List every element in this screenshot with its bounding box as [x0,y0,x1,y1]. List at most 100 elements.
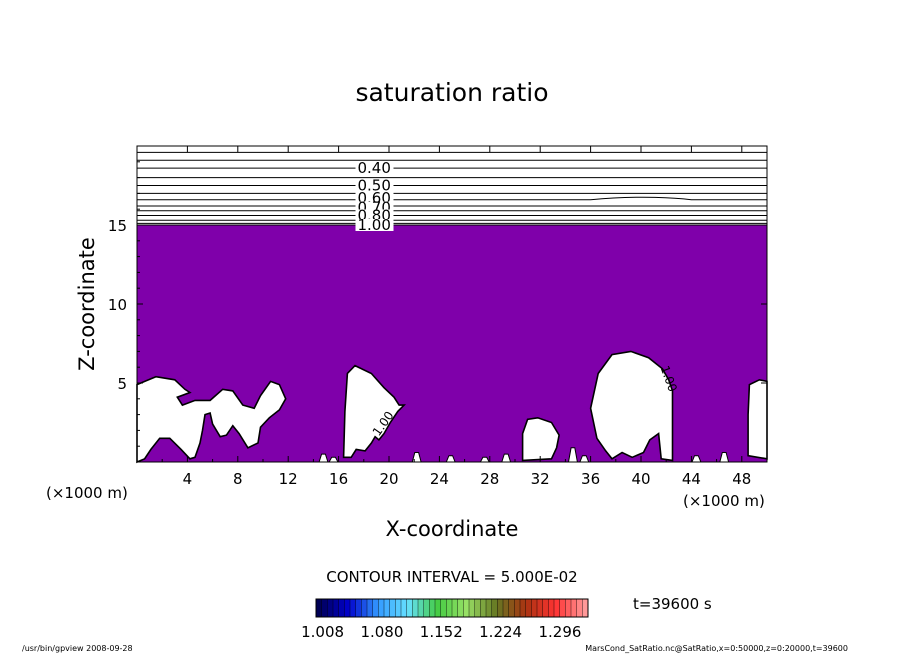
colorbar-tick-labels: 1.008 1.080 1.152 1.224 1.296 [301,623,581,641]
colorbar-cell [469,599,476,617]
colorbar-cell [406,599,413,617]
y-axis-ticks: 5 10 15 [108,161,767,447]
shaded-supersaturation [136,225,768,464]
footer-left: /usr/bin/gpview 2008-09-28 [22,644,133,653]
colorbar-cell [474,599,481,617]
clear-region-bump-left [136,375,287,464]
contour-lines [137,151,767,226]
x-tick-label: 4 [183,470,193,488]
y-tick-label: 10 [108,296,127,314]
colorbar-cell [480,599,487,617]
contour-labels: 0.400.500.600.700.801.001.001.00 [355,159,680,439]
colorbar-cell [559,599,566,617]
x-tick-label: 48 [732,470,751,488]
colorbar-tick-label: 1.296 [538,623,581,641]
colorbar-tick-label: 1.008 [301,623,344,641]
contour-label-bg [355,192,394,205]
colorbar-cell [440,599,447,617]
colorbar-cell [514,599,521,617]
colorbar-cell [508,599,515,617]
y-tick-label: 5 [117,375,127,393]
contour-label: 0.40 [358,159,391,177]
colorbar-cell [361,599,368,617]
clear-region-tower-17 [342,364,407,459]
colorbar-cell [497,599,504,617]
plot-area: 0.400.500.600.700.801.001.001.00 [136,145,768,464]
colorbar-tick-label: 1.224 [479,623,522,641]
colorbar-cell [491,599,498,617]
x-axis-label: X-coordinate [386,517,519,541]
colorbar-cell [429,599,436,617]
colorbar-cell [327,599,334,617]
colorbar-tick-label: 1.152 [420,623,463,641]
y-tick-label: 15 [108,217,127,235]
contour-label-bg [355,162,394,175]
time-label: t=39600 s [633,595,712,613]
colorbar-cell [412,599,419,617]
x-tick-label: 36 [581,470,600,488]
y-unit-label: (×1000 m) [46,484,128,502]
colorbar-cell [452,599,459,617]
colorbar-cell [423,599,430,617]
contour-interval-label: CONTOUR INTERVAL = 5.000E-02 [326,568,577,586]
colorbar-cell [554,599,561,617]
colorbar-cell [367,599,374,617]
x-tick-label: 24 [430,470,449,488]
colorbar-cell [446,599,453,617]
contour-line [137,196,767,201]
contour-label: 1.00 [358,216,391,234]
x-unit-label: (×1000 m) [683,492,765,510]
x-tick-label: 16 [329,470,348,488]
y-axis-label: Z-coordinate [75,237,99,371]
x-tick-label: 32 [531,470,550,488]
x-tick-label: 40 [631,470,650,488]
clear-region-edge-48 [747,378,768,460]
contour-label-bg [355,209,394,222]
colorbar-cell [384,599,391,617]
colorbar-cell [401,599,408,617]
clear-region-dome-40 [589,350,674,462]
colorbar-cell [372,599,379,617]
colorbar-cell [344,599,351,617]
x-tick-label: 28 [480,470,499,488]
colorbar-cell [463,599,470,617]
colorbar-cell [542,599,549,617]
colorbar-cell [565,599,572,617]
colorbar-cell [503,599,510,617]
colorbar-cell [571,599,578,617]
contour-label: 0.50 [358,177,391,195]
colorbar-cell [333,599,340,617]
colorbar-cell [548,599,555,617]
footer-right: MarsCond_SatRatio.nc@SatRatio,x=0:50000,… [585,644,848,653]
x-tick-label: 44 [682,470,701,488]
contour-label-bg [355,179,394,192]
colorbar-cell [435,599,442,617]
contour-label-bg [355,219,394,231]
colorbar-cell [582,599,589,617]
x-tick-label: 12 [279,470,298,488]
x-tick-label: 8 [233,470,243,488]
colorbar-cell [525,599,532,617]
colorbar-cell [520,599,527,617]
colorbar-cell [389,599,396,617]
colorbar-cell [418,599,425,617]
colorbar-cell [395,599,402,617]
colorbar-cell [576,599,583,617]
colorbar-cell [316,599,323,617]
colorbar-cell [537,599,544,617]
colorbar-tick-label: 1.080 [360,623,403,641]
colorbar [315,598,589,618]
clear-region-bump-31 [521,416,560,462]
colorbar-cell [350,599,357,617]
colorbar-cell [378,599,385,617]
colorbar-cell [486,599,493,617]
chart-title: saturation ratio [355,78,548,107]
colorbar-cell [457,599,464,617]
colorbar-cell [338,599,345,617]
colorbar-frame [315,598,589,618]
x-tick-label: 20 [379,470,398,488]
colorbar-cell [531,599,538,617]
colorbar-cell [355,599,362,617]
x-axis-ticks: 4 8 12 16 20 24 28 32 36 40 44 48 [161,146,751,488]
